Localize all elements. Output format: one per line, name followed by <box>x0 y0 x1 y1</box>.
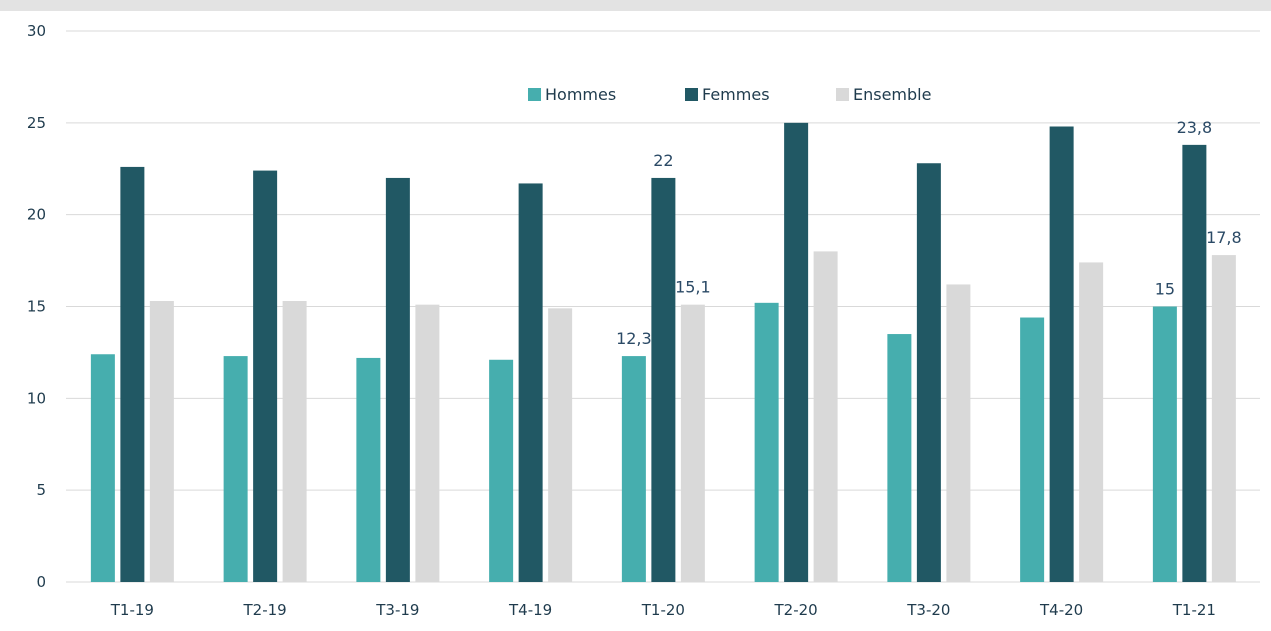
bar-hommes-t1-20 <box>621 356 646 582</box>
bar-hommes-t1-19 <box>90 354 115 582</box>
bar-hommes-t4-19 <box>489 359 514 582</box>
x-tick-label: T1-21 <box>1172 601 1216 619</box>
y-tick-label: 10 <box>27 389 46 407</box>
legend-label-femmes: Femmes <box>702 85 770 104</box>
legend-swatch-ensemble <box>836 88 849 101</box>
data-label: 22 <box>653 151 673 170</box>
legend-label-ensemble: Ensemble <box>853 85 931 104</box>
data-label: 17,8 <box>1206 228 1242 247</box>
legend-swatch-femmes <box>685 88 698 101</box>
bar-hommes-t3-19 <box>356 357 381 582</box>
y-axis: 0 5 10 15 20 25 30 <box>27 22 46 591</box>
y-tick-label: 20 <box>27 206 46 224</box>
legend-swatch-hommes <box>528 88 541 101</box>
data-label: 23,8 <box>1177 118 1213 137</box>
bars <box>90 122 1236 583</box>
y-tick-label: 25 <box>27 114 46 132</box>
bar-hommes-t2-19 <box>223 356 248 582</box>
bar-ensemble-t4-19 <box>548 308 573 582</box>
bar-ensemble-t3-19 <box>415 304 440 582</box>
y-tick-label: 5 <box>36 481 46 499</box>
bar-hommes-t3-20 <box>887 334 912 582</box>
bar-ensemble-t1-21 <box>1211 255 1236 582</box>
bar-femmes-t2-20 <box>784 122 809 582</box>
bar-femmes-t4-19 <box>518 183 543 582</box>
x-tick-label: T4-19 <box>508 601 552 619</box>
bar-femmes-t4-20 <box>1049 126 1074 583</box>
legend: Hommes Femmes Ensemble <box>528 85 931 104</box>
bar-ensemble-t1-19 <box>149 300 174 582</box>
bar-ensemble-t3-20 <box>946 284 971 582</box>
legend-label-hommes: Hommes <box>545 85 616 104</box>
data-label: 15 <box>1155 280 1175 299</box>
data-labels: 12,3 22 15,1 15 23,8 17,8 <box>616 118 1242 348</box>
x-axis: T1-19 T2-19 T3-19 T4-19 T1-20 T2-20 T3-20 T4-20… <box>110 601 1216 619</box>
bar-hommes-t4-20 <box>1020 317 1045 582</box>
bar-hommes-t1-21 <box>1152 306 1177 582</box>
data-label: 12,3 <box>616 329 652 348</box>
y-tick-label: 15 <box>27 298 46 316</box>
top-strip <box>0 0 1271 11</box>
y-tick-label: 30 <box>27 22 46 40</box>
bar-femmes-t1-20 <box>651 177 676 582</box>
x-tick-label: T1-19 <box>110 601 154 619</box>
bar-femmes-t3-19 <box>385 177 410 582</box>
x-tick-label: T2-19 <box>243 601 287 619</box>
x-tick-label: T4-20 <box>1039 601 1083 619</box>
x-tick-label: T2-20 <box>774 601 818 619</box>
bar-hommes-t2-20 <box>754 302 779 582</box>
bar-ensemble-t2-20 <box>813 251 838 582</box>
data-label: 15,1 <box>675 278 711 297</box>
x-tick-label: T1-20 <box>641 601 685 619</box>
y-tick-label: 0 <box>36 573 46 591</box>
bar-femmes-t1-21 <box>1182 144 1207 582</box>
bar-femmes-t1-19 <box>120 166 145 582</box>
bar-ensemble-t4-20 <box>1079 262 1104 582</box>
x-tick-label: T3-20 <box>906 601 950 619</box>
bar-ensemble-t2-19 <box>282 300 307 582</box>
bar-femmes-t3-20 <box>916 163 941 583</box>
x-tick-label: T3-19 <box>375 601 419 619</box>
bar-ensemble-t1-20 <box>680 304 705 582</box>
bar-femmes-t2-19 <box>253 170 278 582</box>
